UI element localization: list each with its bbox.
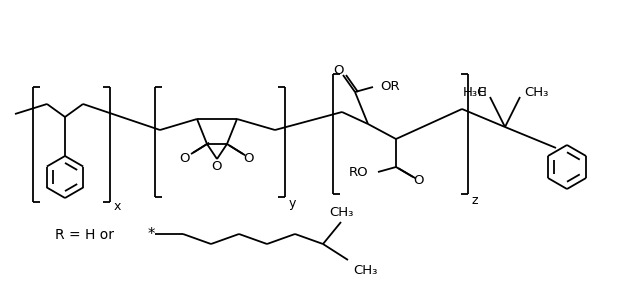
Text: R = H or: R = H or [55, 228, 114, 242]
Text: y: y [288, 198, 296, 210]
Text: z: z [472, 194, 478, 207]
Text: *: * [148, 226, 156, 242]
Text: O: O [180, 152, 190, 165]
Text: O: O [244, 152, 254, 165]
Text: H: H [478, 85, 487, 98]
Text: O: O [413, 175, 423, 188]
Text: H₃C: H₃C [463, 85, 487, 98]
Text: CH₃: CH₃ [353, 264, 378, 277]
Text: RO: RO [348, 165, 368, 178]
Text: O: O [212, 160, 222, 174]
Text: OR: OR [380, 81, 399, 94]
Text: CH₃: CH₃ [329, 205, 353, 219]
Text: x: x [113, 201, 121, 214]
Text: CH₃: CH₃ [524, 85, 548, 98]
Text: O: O [333, 63, 343, 76]
